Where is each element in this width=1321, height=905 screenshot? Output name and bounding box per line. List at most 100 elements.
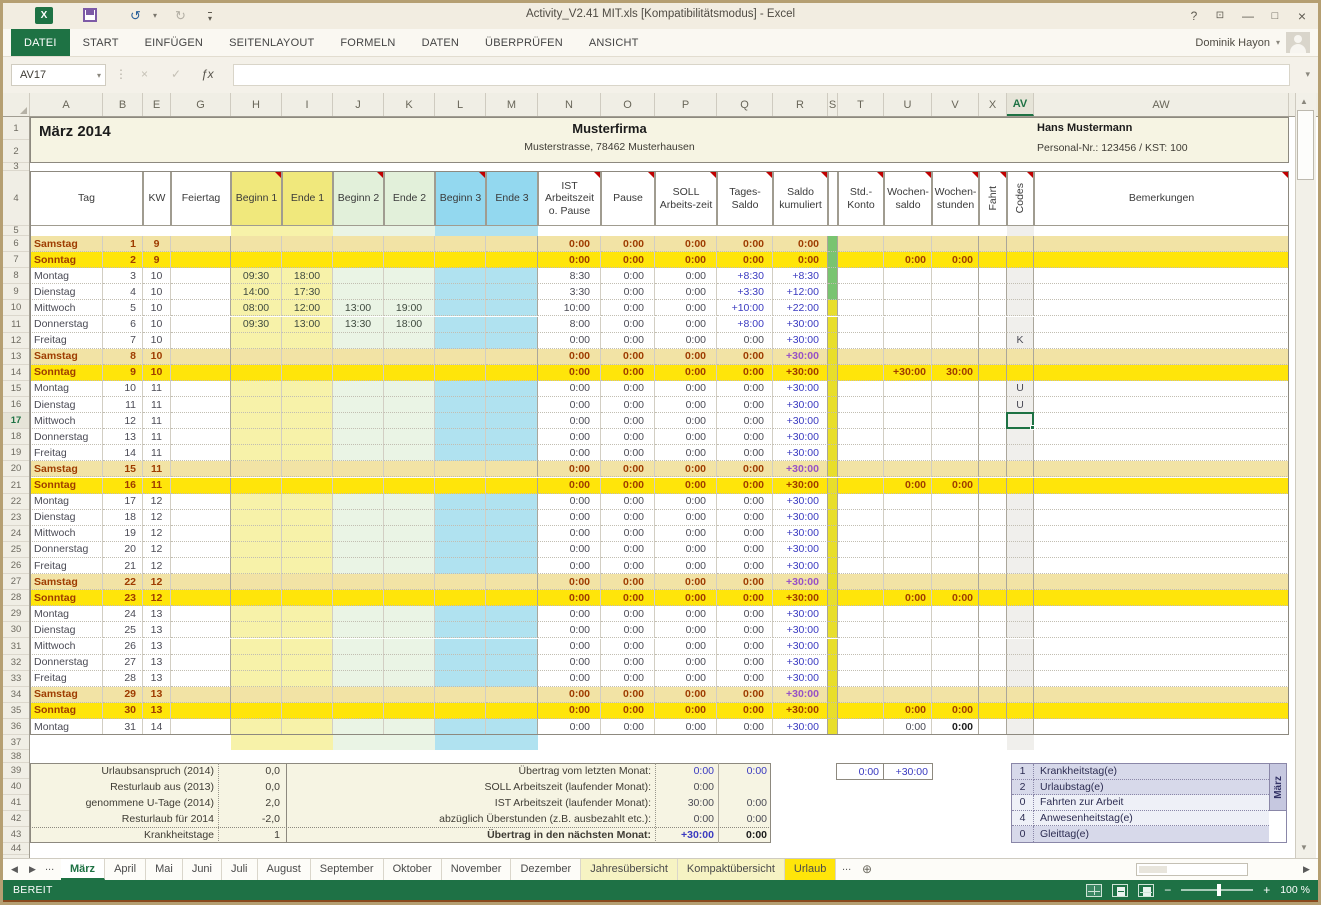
cell-G12[interactable] <box>171 332 231 349</box>
cell-V16[interactable] <box>932 397 979 414</box>
help-icon[interactable]: ? <box>1190 9 1198 23</box>
cell-U18[interactable] <box>884 429 932 446</box>
cell-A31[interactable]: Mittwoch <box>30 638 103 655</box>
cell-K22[interactable] <box>384 493 435 510</box>
cell-E21[interactable]: 11 <box>143 477 171 494</box>
cell-T23[interactable] <box>838 509 884 526</box>
cell-AV13[interactable] <box>1007 348 1034 365</box>
cell-G10[interactable] <box>171 300 231 317</box>
cell-U13[interactable] <box>884 348 932 365</box>
cell-B28[interactable]: 23 <box>103 590 143 607</box>
tab-strip-scroll-right-icon[interactable]: ▶ <box>1303 864 1310 874</box>
cell-J10[interactable]: 13:00 <box>333 300 384 317</box>
cell-R16[interactable]: +30:00 <box>773 397 828 414</box>
cell-A30[interactable]: Dienstag <box>30 622 103 639</box>
cell-T16[interactable] <box>838 397 884 414</box>
cell-AW15[interactable] <box>1034 380 1289 397</box>
cell-P21[interactable]: 0:00 <box>655 477 717 494</box>
cell-T20[interactable] <box>838 461 884 478</box>
row-header-31[interactable]: 31 <box>3 639 29 655</box>
row-header-6[interactable]: 6 <box>3 236 29 253</box>
cell-X9[interactable] <box>979 284 1007 301</box>
cell-P25[interactable]: 0:00 <box>655 541 717 558</box>
cell-I22[interactable] <box>282 493 333 510</box>
cell-O23[interactable]: 0:00 <box>601 509 655 526</box>
cell-AW26[interactable] <box>1034 558 1289 575</box>
cell-Q20[interactable]: 0:00 <box>717 461 773 478</box>
fill-handle[interactable] <box>1030 425 1035 431</box>
scroll-up-icon[interactable]: ▲ <box>1300 97 1308 106</box>
header-cell-T[interactable]: Std.-Konto <box>838 171 884 226</box>
cell-G17[interactable] <box>171 413 231 430</box>
cell-L29[interactable] <box>435 606 486 623</box>
header-cell-AW[interactable]: Bemerkungen <box>1034 171 1289 226</box>
cell-V31[interactable] <box>932 638 979 655</box>
cell-K29[interactable] <box>384 606 435 623</box>
cell-H32[interactable] <box>231 654 282 671</box>
cell-E25[interactable]: 12 <box>143 541 171 558</box>
cell-P29[interactable]: 0:00 <box>655 606 717 623</box>
row-header-30[interactable]: 30 <box>3 622 29 639</box>
cell-S26[interactable] <box>828 558 838 575</box>
cell-N19[interactable]: 0:00 <box>538 445 601 462</box>
cell-L27[interactable] <box>435 574 486 591</box>
cell-A6[interactable]: Samstag <box>30 236 103 253</box>
header-cell-L[interactable]: Beginn 3 <box>435 171 486 226</box>
cell-AV35[interactable] <box>1007 702 1034 719</box>
zoom-slider-thumb[interactable] <box>1217 884 1222 896</box>
cell-I33[interactable] <box>282 670 333 687</box>
cell-G25[interactable] <box>171 541 231 558</box>
name-box-dropdown-icon[interactable]: ▾ <box>96 71 101 80</box>
cell-X24[interactable] <box>979 525 1007 542</box>
cell-J11[interactable]: 13:30 <box>333 316 384 333</box>
row-header-41[interactable]: 41 <box>3 795 29 811</box>
cell-Q27[interactable]: 0:00 <box>717 574 773 591</box>
cell-B15[interactable]: 10 <box>103 380 143 397</box>
cell-A10[interactable]: Mittwoch <box>30 300 103 317</box>
cell-Q29[interactable]: 0:00 <box>717 606 773 623</box>
cell-A26[interactable]: Freitag <box>30 558 103 575</box>
cell-K23[interactable] <box>384 509 435 526</box>
cell-AV22[interactable] <box>1007 493 1034 510</box>
cell-L11[interactable] <box>435 316 486 333</box>
cell-R11[interactable]: +30:00 <box>773 316 828 333</box>
summary-mid-value2[interactable]: 0:00 <box>745 829 767 841</box>
cell-G16[interactable] <box>171 397 231 414</box>
cell-T26[interactable] <box>838 558 884 575</box>
horizontal-scrollbar-thumb[interactable] <box>1139 866 1167 873</box>
cell-AW20[interactable] <box>1034 461 1289 478</box>
cell-J13[interactable] <box>333 348 384 365</box>
cell-H18[interactable] <box>231 429 282 446</box>
cell-G8[interactable] <box>171 268 231 285</box>
row-header-5[interactable]: 5 <box>3 225 29 236</box>
row-header-25[interactable]: 25 <box>3 542 29 558</box>
cell-Q10[interactable]: +10:00 <box>717 300 773 317</box>
cell-O24[interactable]: 0:00 <box>601 525 655 542</box>
cell-R13[interactable]: +30:00 <box>773 348 828 365</box>
cell-N14[interactable]: 0:00 <box>538 364 601 381</box>
cell-J9[interactable] <box>333 284 384 301</box>
summary-mid-value1[interactable]: 0:00 <box>693 781 714 793</box>
cell-A11[interactable]: Donnerstag <box>30 316 103 333</box>
cell-M22[interactable] <box>486 493 538 510</box>
cell-P17[interactable]: 0:00 <box>655 413 717 430</box>
cell-I23[interactable] <box>282 509 333 526</box>
cell-J20[interactable] <box>333 461 384 478</box>
cell-T32[interactable] <box>838 654 884 671</box>
row-header-21[interactable]: 21 <box>3 478 29 494</box>
cell-A24[interactable]: Mittwoch <box>30 525 103 542</box>
row-header-34[interactable]: 34 <box>3 687 29 703</box>
cell-Q11[interactable]: +8:00 <box>717 316 773 333</box>
cell-AV11[interactable] <box>1007 316 1034 333</box>
cell-U31[interactable] <box>884 638 932 655</box>
cell-J36[interactable] <box>333 719 384 736</box>
cell-N29[interactable]: 0:00 <box>538 606 601 623</box>
cell-AW13[interactable] <box>1034 348 1289 365</box>
cell-A32[interactable]: Donnerstag <box>30 654 103 671</box>
cell-B34[interactable]: 29 <box>103 686 143 703</box>
cell-G7[interactable] <box>171 252 231 269</box>
cell-A28[interactable]: Sonntag <box>30 590 103 607</box>
cell-AW6[interactable] <box>1034 236 1289 253</box>
cell-E19[interactable]: 11 <box>143 445 171 462</box>
cell-R17[interactable]: +30:00 <box>773 413 828 430</box>
